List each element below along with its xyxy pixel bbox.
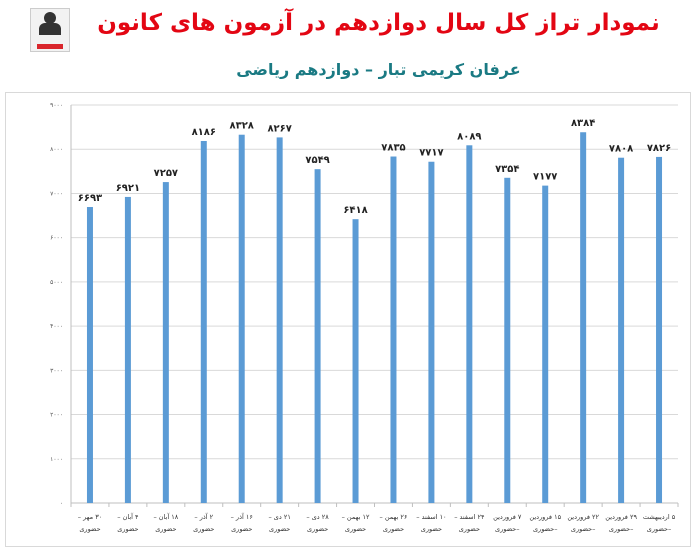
logo-figure-head — [44, 12, 56, 24]
category-label: ۲۹ فروردین — [605, 513, 637, 521]
category-label: ۲ آذر – — [194, 512, 213, 521]
y-tick-label: ۴۰۰۰ — [50, 323, 63, 330]
category-label: ۳۰ مهر – — [78, 513, 102, 521]
category-label-line2: –حضوری — [647, 525, 672, 533]
logo-figure-body — [39, 23, 61, 35]
category-label: ۵ اردیبهشت — [643, 513, 676, 521]
category-label: ۲۸ دی – — [306, 513, 329, 521]
logo-red-band — [37, 44, 63, 49]
category-label: ۱۵ فروردین — [529, 513, 561, 521]
bar — [200, 140, 207, 503]
chart-subtitle: عرفان کریمی تبار – دوازدهم ریاضی — [236, 60, 521, 79]
bar — [162, 182, 169, 503]
bar — [466, 145, 473, 503]
category-label-line2: حضوری — [269, 525, 290, 533]
bar — [542, 185, 549, 503]
category-label: ۲۶ بهمن – — [380, 513, 408, 521]
bar-chart: ۰ ۱۰۰۰ ۲۰۰۰ ۳۰۰۰ ۴۰۰۰ ۵۰۰۰ ۶۰۰۰ ۷۰۰۰ ۸۰۰۰ ۹۰۰۰ ۶۶۹… — [50, 102, 679, 533]
category-label: ۱۲ بهمن – — [342, 513, 370, 521]
data-label: ۷۳۵۴ — [495, 164, 519, 175]
category-label: ۱۶ آذر – — [231, 512, 253, 521]
category-label: ۲۱ دی – — [268, 513, 290, 521]
bar — [124, 196, 131, 504]
bar — [428, 161, 435, 503]
category-label: ۷ فروردین — [493, 513, 522, 521]
data-label: ۸۳۸۴ — [571, 118, 595, 129]
category-label-line2: –حضوری — [571, 525, 596, 533]
y-tick-label: ۶۰۰۰ — [50, 235, 63, 242]
category-label-line2: حضوری — [155, 525, 176, 533]
category-label-line2: –حضوری — [609, 525, 634, 533]
data-label: ۷۲۵۷ — [154, 168, 178, 179]
category-label: ۲۴ اسفند – — [454, 513, 485, 521]
category-label-line2: –حضوری — [533, 525, 558, 533]
data-label: ۸۰۸۹ — [457, 131, 481, 142]
category-label-line2: حضوری — [307, 525, 328, 533]
data-label: ۶۶۹۳ — [78, 193, 102, 204]
category-label-line2: حضوری — [345, 525, 366, 533]
chart-title: نمودار تراز کل سال دوازدهم در آزمون های … — [97, 10, 660, 36]
data-label: ۶۹۲۱ — [116, 183, 140, 194]
category-label-line2: حضوری — [421, 525, 442, 533]
bar — [352, 219, 359, 504]
bar — [580, 132, 587, 503]
category-label-line2: حضوری — [459, 525, 480, 533]
y-tick-label: ۳۰۰۰ — [50, 367, 63, 374]
y-tick-label: ۰ — [60, 500, 63, 507]
y-tick-label: ۵۰۰۰ — [50, 279, 63, 286]
data-label: ۸۲۶۷ — [267, 123, 291, 134]
category-label-line2: –حضوری — [495, 525, 520, 533]
category-label-line2: حضوری — [193, 525, 214, 533]
data-label: ۷۸۰۸ — [609, 144, 633, 155]
bar — [238, 134, 245, 503]
y-tick-label: ۱۰۰۰ — [50, 456, 63, 463]
bar — [618, 157, 625, 503]
bar — [504, 177, 511, 503]
category-label: ۴ آبان – — [117, 512, 139, 521]
y-tick-label: ۷۰۰۰ — [50, 190, 63, 197]
bar — [276, 137, 283, 503]
data-label: ۸۳۲۸ — [230, 121, 254, 132]
y-tick-label: ۹۰۰۰ — [50, 102, 63, 109]
category-label-line2: حضوری — [79, 525, 100, 533]
category-label-line2: حضوری — [117, 525, 138, 533]
category-label-line2: حضوری — [231, 525, 252, 533]
category-label: ۲۲ فروردین — [567, 513, 599, 521]
y-tick-label: ۲۰۰۰ — [50, 412, 63, 419]
data-label: ۷۸۲۶ — [647, 143, 671, 154]
data-label: ۷۷۱۷ — [419, 148, 443, 159]
bar — [86, 207, 93, 503]
category-label: ۱۰ اسفند – — [416, 513, 446, 521]
y-tick-label: ۸۰۰۰ — [50, 146, 63, 153]
category-label-line2: حضوری — [383, 525, 404, 533]
bar — [390, 156, 397, 503]
logo — [30, 8, 70, 52]
bar — [314, 169, 321, 503]
data-label: ۷۱۷۷ — [533, 172, 557, 183]
data-label: ۸۱۸۶ — [192, 127, 216, 138]
data-label: ۷۸۳۵ — [381, 143, 405, 154]
data-label: ۶۴۱۸ — [343, 205, 367, 216]
data-label: ۷۵۴۹ — [305, 155, 329, 166]
chart-area: ۰ ۱۰۰۰ ۲۰۰۰ ۳۰۰۰ ۴۰۰۰ ۵۰۰۰ ۶۰۰۰ ۷۰۰۰ ۸۰۰۰ ۹۰۰۰ ۶۶۹… — [5, 92, 691, 547]
category-label: ۱۸ آبان – — [153, 512, 178, 521]
bar — [656, 156, 663, 504]
